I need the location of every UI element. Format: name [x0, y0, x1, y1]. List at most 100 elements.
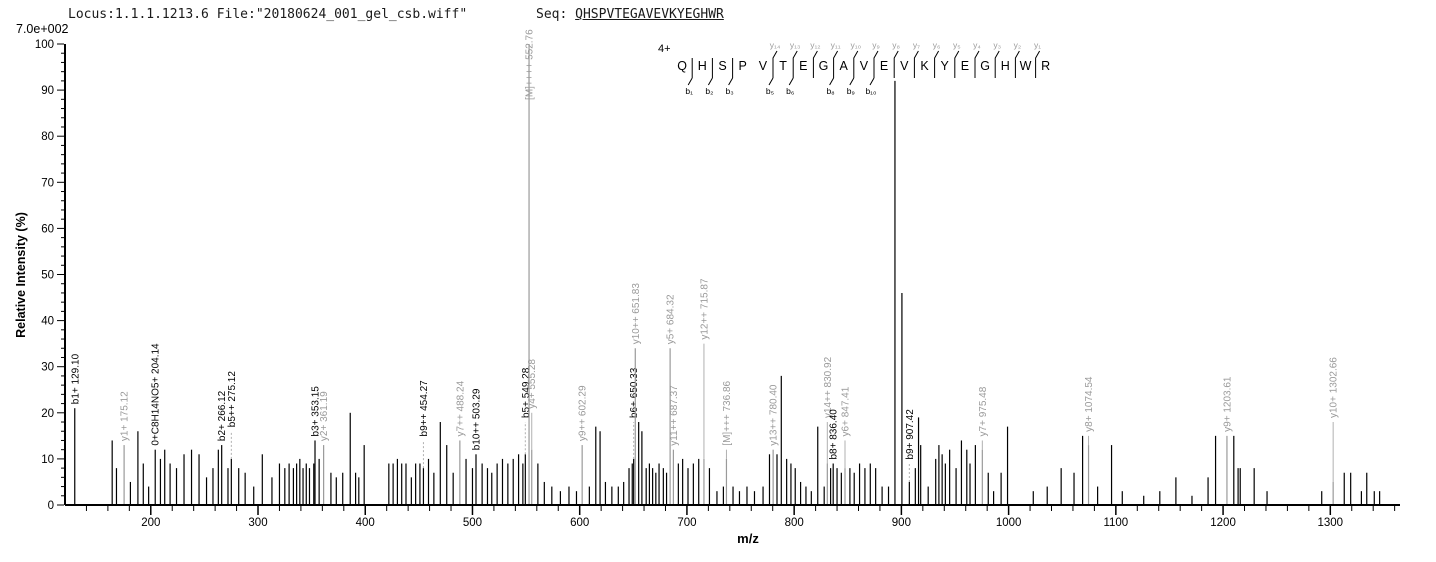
fragmentation-divider: [728, 58, 734, 86]
x-tick-label: 900: [892, 517, 911, 529]
peak-label: b8+ 836.40: [829, 409, 840, 460]
x-tick-label: 200: [141, 517, 160, 529]
y-ion-label: y₁: [1034, 40, 1041, 50]
y-ion-label: y₃: [993, 40, 1001, 50]
peak-label: y9++ 602.29: [578, 385, 589, 441]
peak-label: b2+ 266.12: [217, 390, 228, 441]
y-axis-title: Relative Intensity (%): [14, 212, 28, 338]
peptide-residue: T: [779, 59, 787, 73]
peptide-residue: R: [1041, 59, 1050, 73]
b-ion-label: b₃: [725, 86, 733, 96]
peptide-sequence-text: QHSPVTEGAVEVKYEGHWR: [575, 7, 724, 22]
fragmentation-divider: [829, 50, 839, 86]
peak-label: y2+ 361.19: [319, 391, 330, 441]
fragmentation-divider: [849, 50, 859, 86]
b-ion-label: b₈: [826, 86, 835, 96]
peptide-residue: W: [1020, 59, 1032, 73]
peak-label: y12++ 715.87: [699, 278, 710, 340]
peak-label: y7+ 975.48: [978, 386, 989, 436]
y-ion-label: y₄: [973, 40, 981, 50]
fragmentation-divider: [869, 50, 879, 86]
y-ion-label: y₁₀: [850, 40, 861, 50]
peak-label: y11++ 687.37: [669, 385, 680, 446]
fragmentation-divider: [913, 50, 919, 78]
x-tick-label: 500: [463, 517, 482, 529]
y-ion-label: y₁₂: [810, 40, 820, 50]
y-tick-label: 100: [35, 39, 54, 51]
fragmentation-divider: [687, 58, 693, 86]
x-tick-label: 600: [570, 517, 589, 529]
peptide-residue: G: [819, 59, 829, 73]
peak-label: y10++ 651.83: [631, 283, 642, 345]
x-tick-label: 1200: [1210, 517, 1236, 529]
peptide-residue: V: [900, 59, 909, 73]
y-tick-label: 60: [41, 223, 54, 235]
peak-label: [M]+++ 736.86: [722, 380, 733, 445]
peak-label: b9++ 454.27: [419, 380, 430, 437]
peak-label: b5++ 275.12: [227, 371, 238, 428]
y-tick-label: 80: [41, 131, 54, 143]
y-tick-label: 70: [41, 177, 54, 189]
sequence-header: Seq: QHSPVTEGAVEVKYEGHWR: [536, 7, 724, 22]
peak-label: y13++ 780.40: [769, 384, 780, 446]
peak-label: y8+ 1074.54: [1084, 376, 1095, 432]
y-ion-label: y₁₃: [790, 40, 801, 50]
b-ion-label: b₁: [685, 86, 693, 96]
x-tick-label: 1000: [996, 517, 1022, 529]
x-tick-label: 1300: [1318, 517, 1344, 529]
peak-label: b10++ 503.29: [471, 388, 482, 450]
fragmentation-divider: [974, 50, 980, 78]
x-tick-label: 300: [248, 517, 267, 529]
fragmentation-divider: [788, 50, 798, 86]
y-tick-label: 20: [41, 408, 54, 420]
peptide-residue: Y: [941, 59, 950, 73]
peptide-residue: V: [860, 59, 869, 73]
peptide-residue: V: [759, 59, 768, 73]
fragmentation-divider: [768, 50, 778, 86]
fragmentation-divider: [893, 50, 899, 78]
fragmentation-divider: [812, 50, 818, 78]
peptide-residue: Q: [677, 59, 687, 73]
peak-label: b1+ 129.10: [70, 353, 81, 404]
peak-label: y6+ 847.41: [840, 386, 851, 436]
x-tick-label: 400: [356, 517, 375, 529]
b-ion-label: b₆: [786, 86, 794, 96]
y-ion-label: y₁₄: [770, 40, 781, 50]
peak-label: y4+ 555.28: [527, 359, 538, 409]
precursor-charge-label: 4+: [658, 43, 671, 55]
fragmentation-divider: [1035, 50, 1041, 78]
y-ion-label: y₉: [872, 40, 880, 50]
x-tick-label: 1100: [1103, 517, 1128, 529]
peptide-residue: E: [880, 59, 888, 73]
peptide-residue: H: [698, 59, 707, 73]
fragmentation-divider: [707, 58, 713, 86]
fragmentation-divider: [934, 50, 940, 78]
x-tick-label: 800: [785, 517, 804, 529]
y-tick-label: 10: [41, 454, 54, 466]
y-ion-label: y₇: [913, 40, 920, 50]
peak-label: b9+ 907.42: [905, 409, 916, 460]
y-tick-label: 50: [41, 270, 54, 282]
fragmentation-divider: [1014, 50, 1020, 78]
peak-label: [M]++++ 552.76: [525, 29, 536, 100]
peptide-residue: A: [840, 59, 849, 73]
y-ion-label: y₅: [953, 40, 961, 50]
peptide-residue: H: [1001, 59, 1010, 73]
locus-file-label: Locus:1.1.1.1213.6 File:"20180624_001_ge…: [68, 7, 468, 22]
peak-label: 0+C8H14NO5+ 204.14: [151, 343, 162, 446]
y-ion-label: y₁₁: [831, 40, 841, 50]
peak-label: b6+ 650.33: [629, 367, 640, 418]
seq-prefix-label: Seq:: [536, 7, 576, 22]
peak-label: y1+ 175.12: [120, 391, 131, 441]
y-ion-label: y₂: [1014, 40, 1022, 50]
peak-label: b3+ 353.15: [311, 386, 322, 437]
x-axis-title: m/z: [737, 531, 759, 546]
fragmentation-divider: [994, 50, 1000, 78]
x-tick-label: 700: [677, 517, 696, 529]
peak-label: b5+ 549.28: [521, 367, 532, 418]
b-ion-label: b₉: [847, 86, 855, 96]
b-ion-label: b₁₀: [865, 86, 877, 96]
y-ion-label: y₈: [892, 40, 900, 50]
peak-label: y9+ 1203.61: [1222, 376, 1233, 432]
